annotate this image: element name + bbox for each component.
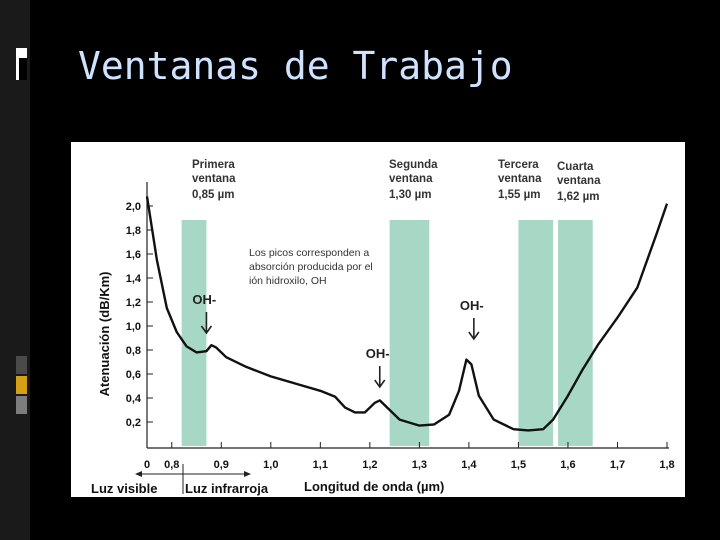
region-arrow-right-head (244, 471, 251, 477)
x-tick-label: 1,8 (659, 459, 674, 471)
y-tick-label: 1,4 (126, 273, 142, 285)
bar-mark-gray-1 (16, 356, 27, 374)
x-tick-label: 1,6 (560, 459, 575, 471)
bar-mark-black (19, 58, 27, 80)
window-label-3-name: Tercera (498, 159, 539, 171)
y-tick-label: 1,0 (126, 321, 141, 333)
region-label-visible: Luz visible (91, 481, 157, 496)
y-tick-label: 1,6 (126, 249, 141, 261)
oh-arrow-head-3 (468, 331, 480, 341)
window-label-2-word: ventana (389, 173, 433, 185)
window-label-3-word: ventana (498, 173, 542, 185)
window-label-4-wavelength: 1,62 µm (557, 191, 599, 203)
y-tick-label: 1,8 (126, 225, 141, 237)
region-label-infrared: Luz infrarroja (185, 481, 269, 496)
x-tick-label: 1,2 (362, 459, 377, 471)
x-tick-label: 0,8 (164, 459, 179, 471)
window-label-2-name: Segunda (389, 159, 438, 171)
window-band-2 (389, 220, 430, 446)
chart-svg: 2,0 1,8 1,6 1,4 1,2 1,0 0,8 0,6 0,4 0,2 0 0,8 0,9 1,0… (91, 159, 675, 496)
x-axis-title: Longitud de onda (µm) (304, 479, 444, 494)
window-label-4-name: Cuarta (557, 161, 594, 173)
attenuation-chart: 2,0 1,8 1,6 1,4 1,2 1,0 0,8 0,6 0,4 0,2 0 0,8 0,9 1,0… (71, 142, 685, 497)
x-tick-label: 0,9 (214, 459, 229, 471)
window-label-4-word: ventana (557, 175, 601, 187)
peaks-note-line: absorción producida por el (249, 261, 373, 273)
oh-arrow-head-2 (374, 379, 386, 389)
y-tick-label: 0,2 (126, 417, 141, 429)
window-label-2-wavelength: 1,30 µm (389, 189, 431, 201)
slide-title: Ventanas de Trabajo (78, 44, 513, 88)
x-tick-label: 1,1 (313, 459, 328, 471)
x-tick-label: 1,4 (461, 459, 477, 471)
window-label-1-wavelength: 0,85 µm (192, 189, 234, 201)
attenuation-curve (145, 196, 669, 432)
region-arrow-left-head (135, 471, 142, 477)
x-tick-label: 0 (144, 459, 150, 471)
bar-mark-gold (16, 376, 27, 394)
y-axis-title: Atenuación (dB/Km) (97, 272, 112, 397)
window-band-4 (558, 220, 593, 446)
x-tick-label: 1,0 (263, 459, 278, 471)
x-tick-label: 1,5 (511, 459, 526, 471)
slide-left-bar (0, 0, 30, 540)
peaks-note-line: ión hidroxilo, OH (249, 275, 327, 287)
oh-arrow-head-1 (200, 325, 213, 335)
window-band-3 (518, 220, 554, 446)
window-label-1-name: Primera (192, 159, 235, 171)
oh-label-1: OH- (192, 292, 216, 307)
y-tick-label: 0,4 (126, 393, 142, 405)
x-tick-label: 1,3 (412, 459, 427, 471)
window-label-1-word: ventana (192, 173, 236, 185)
x-tick-label: 1,7 (610, 459, 625, 471)
peaks-note-line: Los picos corresponden a (249, 247, 369, 259)
bar-mark-gray-2 (16, 396, 27, 414)
oh-label-3: OH- (460, 298, 484, 313)
y-tick-label: 0,8 (126, 345, 141, 357)
y-tick-label: 1,2 (126, 297, 141, 309)
y-tick-label: 2,0 (126, 201, 141, 213)
window-label-3-wavelength: 1,55 µm (498, 189, 540, 201)
window-band-1 (181, 220, 207, 446)
y-tick-label: 0,6 (126, 369, 141, 381)
oh-label-2: OH- (366, 346, 390, 361)
